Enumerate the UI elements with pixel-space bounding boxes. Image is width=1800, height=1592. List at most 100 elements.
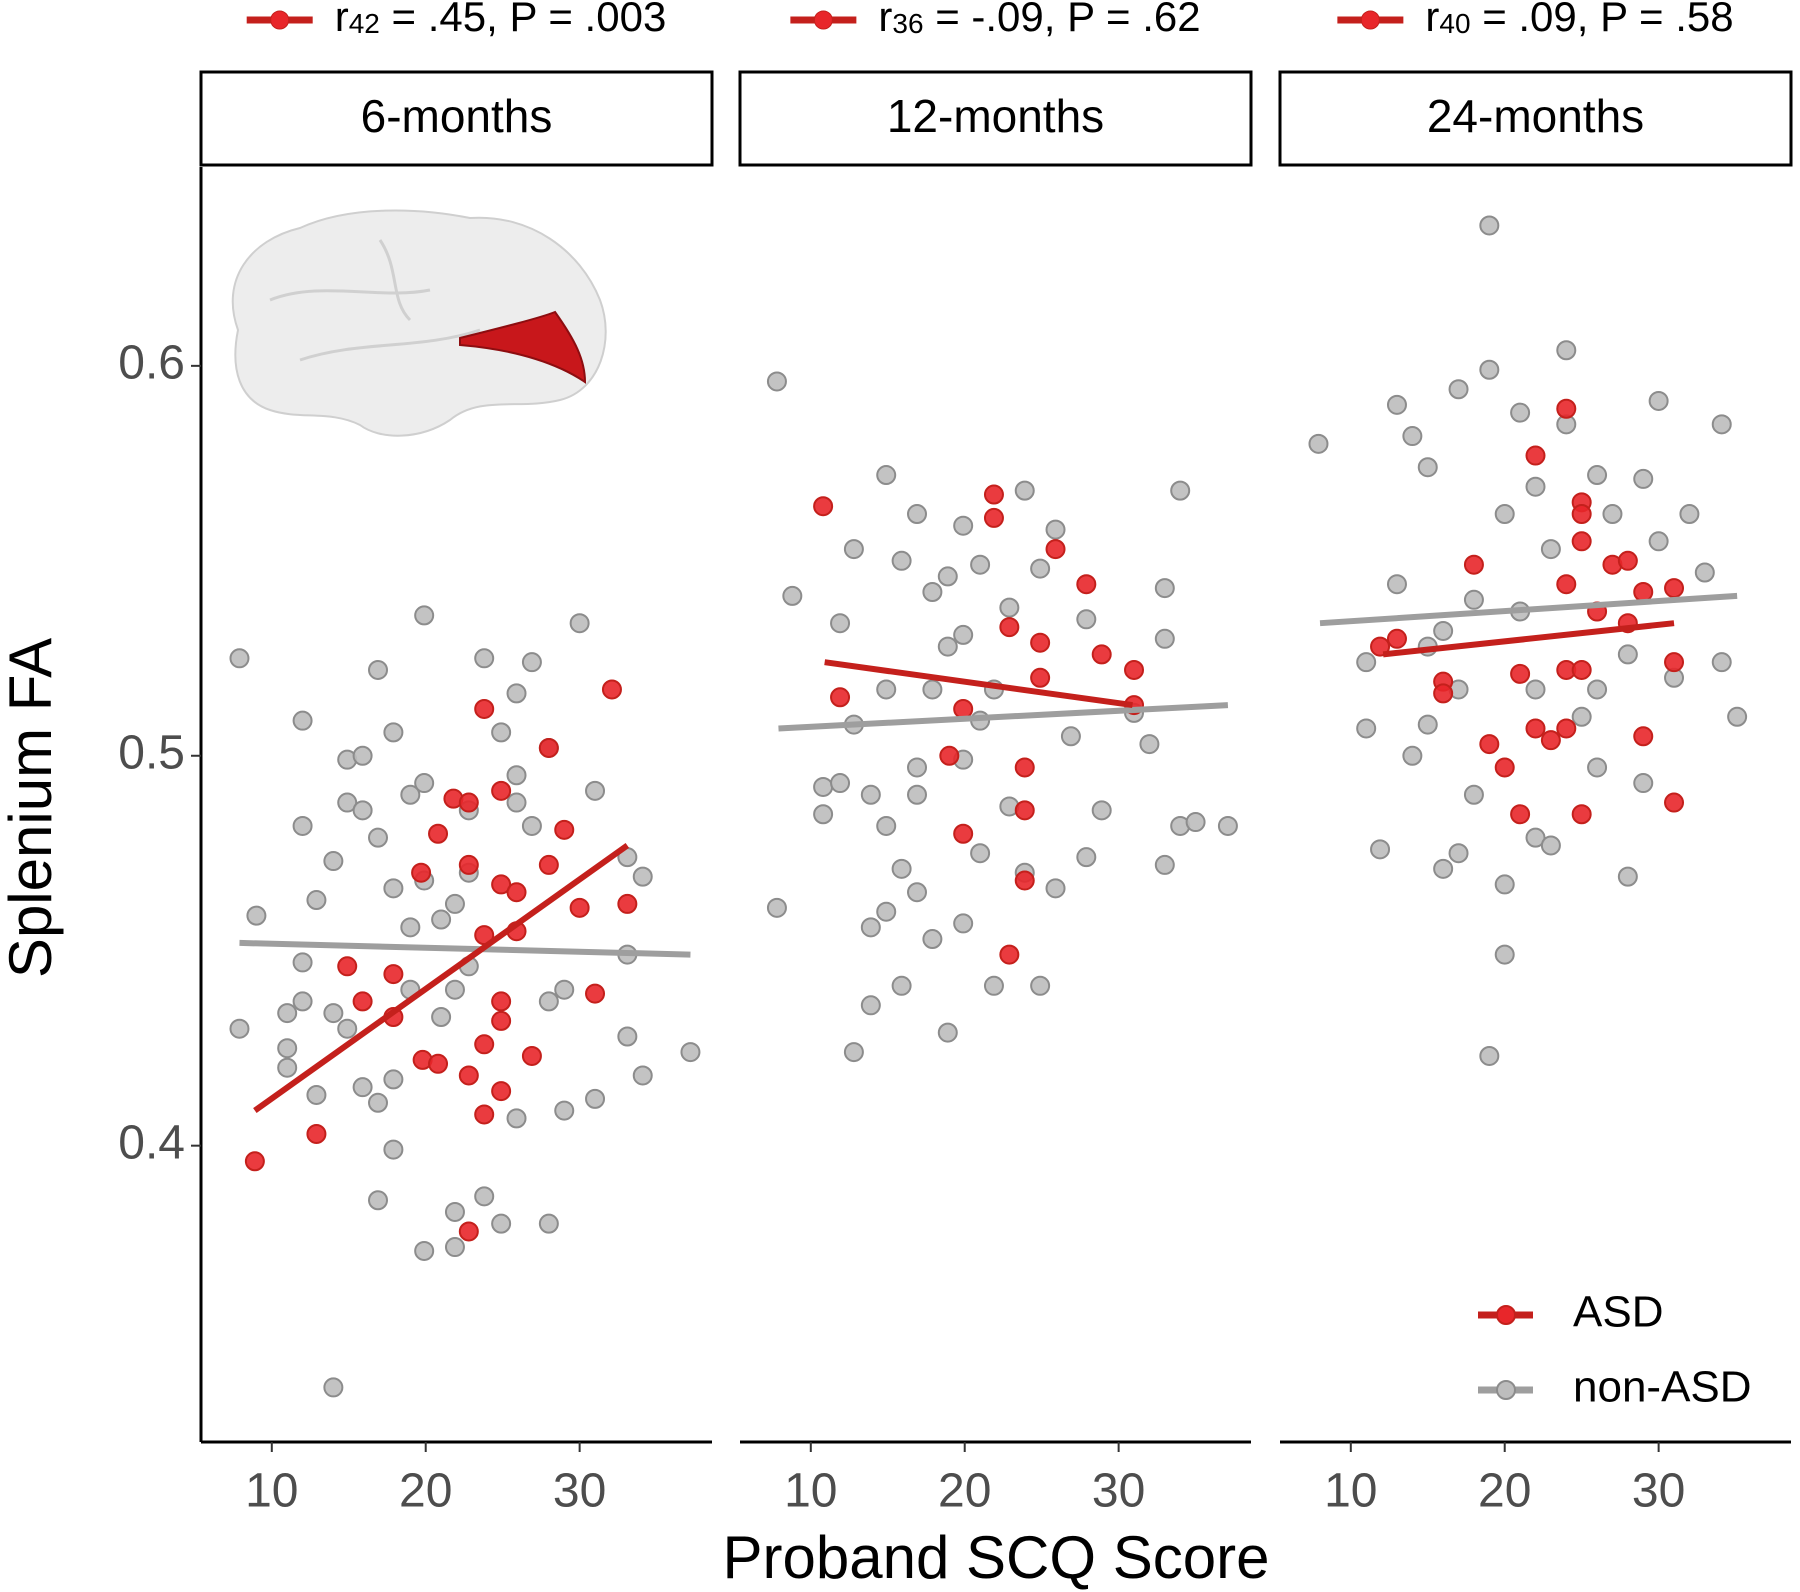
point: [1587, 757, 1608, 778]
point: [1154, 628, 1175, 649]
point: [1525, 476, 1546, 497]
stat-text: = .09, P = .58: [1471, 0, 1734, 40]
annotation-text: r42 = .45, P = .003: [335, 0, 667, 40]
x-tick-label: 20: [1478, 1465, 1531, 1518]
point: [939, 745, 960, 766]
x-tick-label: 10: [245, 1465, 298, 1518]
point: [244, 1151, 265, 1172]
annotation-text: r36 = -.09, P = .62: [878, 0, 1200, 40]
point: [1540, 539, 1561, 560]
point: [907, 757, 928, 778]
point: [922, 679, 943, 700]
point: [860, 784, 881, 805]
stat-symbol: r: [878, 0, 892, 40]
point: [891, 975, 912, 996]
x-tick-label: 30: [1632, 1465, 1685, 1518]
point: [431, 909, 452, 930]
point: [766, 897, 787, 918]
point: [843, 539, 864, 560]
stat-text: = -.09, P = .62: [924, 0, 1201, 40]
point: [474, 1104, 495, 1125]
point: [1170, 480, 1191, 501]
point: [521, 652, 542, 673]
point: [843, 1042, 864, 1063]
point: [1448, 843, 1469, 864]
point: [1185, 812, 1206, 833]
point: [292, 952, 313, 973]
point: [306, 890, 327, 911]
point: [506, 683, 527, 704]
point: [444, 1237, 465, 1258]
point: [1356, 718, 1377, 739]
x-axis-title: Proband SCQ Score: [723, 1524, 1270, 1591]
annotation: r40 = .09, P = .58: [1337, 0, 1734, 40]
point: [554, 819, 575, 840]
point: [937, 566, 958, 587]
point: [999, 597, 1020, 618]
brain-illustration: [231, 209, 607, 437]
annotation-key-point: [270, 10, 290, 30]
point: [1030, 632, 1051, 653]
point: [1587, 465, 1608, 486]
fit-line: [824, 659, 1133, 709]
point: [458, 1221, 479, 1242]
point: [1602, 504, 1623, 525]
point: [585, 780, 606, 801]
point: [876, 815, 897, 836]
point: [860, 995, 881, 1016]
y-axis-title: Splenium FA: [0, 638, 64, 978]
point: [368, 1092, 389, 1113]
point: [491, 1081, 512, 1102]
point: [999, 944, 1020, 965]
point: [1479, 215, 1500, 236]
point: [876, 901, 897, 922]
stat-symbol: r: [1425, 0, 1439, 40]
point: [937, 636, 958, 657]
point: [1648, 390, 1669, 411]
facet-title: 12-months: [887, 90, 1104, 142]
point: [860, 917, 881, 938]
point: [414, 1240, 435, 1261]
point: [1571, 504, 1592, 525]
point: [229, 648, 250, 669]
point: [491, 1213, 512, 1234]
point: [1664, 792, 1685, 813]
point: [970, 843, 991, 864]
point: [1494, 874, 1515, 895]
splenium-tract: [459, 310, 587, 384]
point: [680, 1042, 701, 1063]
point: [506, 1108, 527, 1129]
point: [337, 956, 358, 977]
point: [876, 679, 897, 700]
brain-folds: [269, 239, 481, 362]
point: [1711, 414, 1732, 435]
point: [1417, 714, 1438, 735]
point: [1091, 800, 1112, 821]
point: [1510, 663, 1531, 684]
point: [1076, 609, 1097, 630]
point: [1370, 636, 1391, 657]
stat-subscript: 42: [349, 8, 380, 39]
point: [1433, 620, 1454, 641]
point: [907, 784, 928, 805]
point: [891, 858, 912, 879]
point: [368, 659, 389, 680]
point: [922, 929, 943, 950]
point: [1694, 562, 1715, 583]
point: [1448, 379, 1469, 400]
point: [246, 905, 267, 926]
point: [292, 815, 313, 836]
point: [632, 866, 653, 887]
stat-symbol: r: [335, 0, 349, 40]
point: [352, 991, 373, 1012]
point: [1556, 718, 1577, 739]
x-tick-label: 20: [399, 1465, 452, 1518]
point: [1571, 531, 1592, 552]
point: [383, 878, 404, 899]
point: [1525, 445, 1546, 466]
point: [922, 582, 943, 602]
annotation-key-point: [813, 10, 833, 30]
point: [1556, 574, 1577, 595]
point: [1030, 558, 1051, 579]
